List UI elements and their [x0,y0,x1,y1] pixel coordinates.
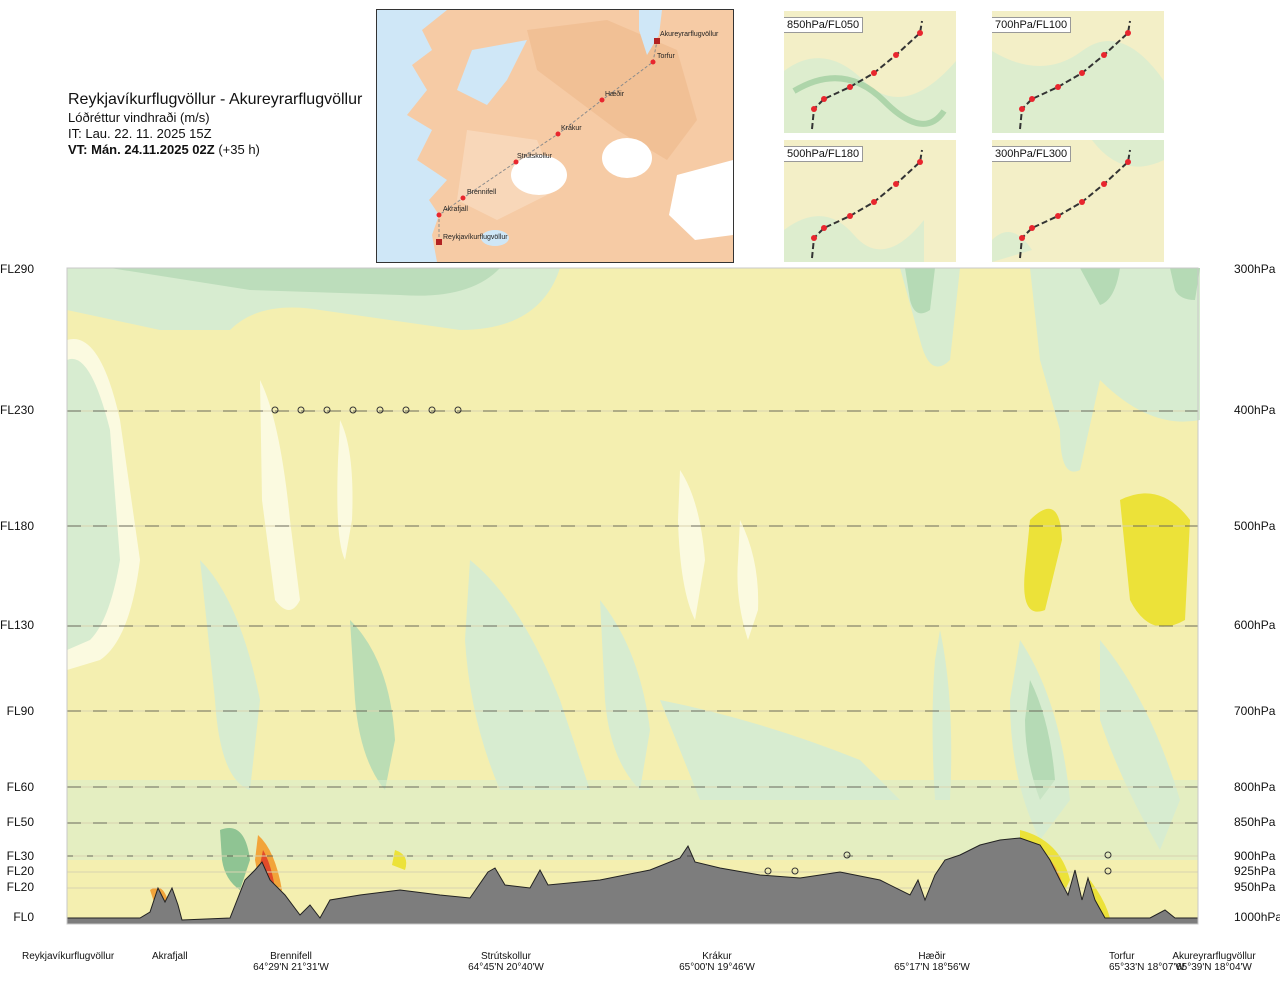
lake [481,230,509,246]
bay [457,40,527,105]
station-coord: 65°17'N 18°56'W [894,962,970,973]
cross-section-panel: FL290 FL230 FL180 FL130 FL90 FL60 FL50 F… [0,240,1280,930]
level-right-300hpa: 300hPa [1234,262,1276,276]
waypoint-label-haedir: Hæðir [605,90,625,98]
waypoint-akureyrarflugvollur-marker [654,38,660,44]
station-name: Reykjavíkurflugvöllur [22,951,115,962]
level-right-600hpa: 600hPa [1234,618,1276,632]
valid-time-offset: (+35 h) [218,142,260,157]
calm-wind-markers [271,406,1112,875]
waypoint-label-reykjavikurflugvollur: Reykjavíkurflugvöllur [443,234,508,241]
station-torfur: Torfur 65°33'N 18°07'W [1109,951,1185,973]
station-name: Brennifell [270,951,312,962]
station-krakur: Krákur 65°00'N 19°46'W [677,951,757,973]
waypoint-reykjavikurflugvollur-marker [436,239,442,245]
cross-section-svg [66,267,1200,925]
valid-time: VT: Mán. 24.11.2025 02Z (+35 h) [68,142,378,158]
thumbnail-label-300: 300hPa/FL300 [992,146,1072,162]
terrain-profile [66,837,1199,925]
level-left-fl20a: FL20 [6,864,34,878]
glacier-vatnajokull [669,160,733,240]
waypoint-label-brennifell: Brennifell [467,189,497,196]
level-right-925hpa: 925hPa [1234,864,1276,878]
station-name: Akureyrarflugvöllur [1172,951,1256,962]
thumbnail-label-850: 850hPa/FL050 [784,17,864,33]
fjord [639,10,662,55]
waypoint-label-strutskollur: Strútskollur [517,153,553,160]
cross-section-frame [66,267,1199,925]
level-right-700hpa: 700hPa [1234,704,1276,718]
station-reykjavikurflugvollur: Reykjavíkurflugvöllur [22,951,114,962]
station-strutskollur: Strútskollur 64°45'N 20°40'W [461,951,551,973]
station-haedir: Hæðir 65°17'N 18°56'W [892,951,972,973]
level-right-800hpa: 800hPa [1234,780,1276,794]
glacier-hofsjokull [602,138,652,178]
level-right-850hpa: 850hPa [1234,815,1276,829]
level-left-fl180: FL180 [0,519,35,533]
thumbnail-700hpa[interactable]: 700hPa/FL100 [992,11,1164,133]
level-left-fl290: FL290 [0,262,35,276]
land-highlight [457,130,557,220]
waypoint-krakur-marker [555,131,561,137]
station-coord: 64°29'N 21°31'W [253,962,329,973]
route-title: Reykjavíkurflugvöllur - Akureyrarflugvöl… [68,91,363,108]
issue-time: IT: Lau. 22. 11. 2025 15Z [68,126,212,141]
route-map: Akureyrarflugvöllur Torfur Hæðir Krákur … [376,9,734,263]
station-akrafjall: Akrafjall [152,951,188,962]
waypoint-brennifell-marker [460,195,466,201]
level-left-fl50: FL50 [6,815,34,829]
waypoint-label-akrafjall: Akrafjall [443,206,468,213]
waypoint-label-torfur: Torfur [657,53,676,60]
level-left-fl0: FL0 [13,910,34,924]
thumbnail-label-700: 700hPa/FL100 [992,17,1072,33]
level-left-fl30: FL30 [6,849,34,863]
thumbnail-850hpa[interactable]: 850hPa/FL050 [784,11,956,133]
waypoint-label-krakur: Krákur [561,125,582,132]
station-akureyrarflugvollur: Akureyrarflugvöllur 65°39'N 18°04'W [1158,951,1270,973]
level-right-500hpa: 500hPa [1234,519,1276,533]
level-left-fl90: FL90 [6,704,34,718]
level-left-fl20b: FL20 [6,880,34,894]
station-name: Strútskollur [480,951,531,962]
glacier-langjokull [511,155,567,195]
route-map-svg: Akureyrarflugvöllur Torfur Hæðir Krákur … [407,10,733,262]
level-right-1000hpa: 1000hPa [1234,910,1280,924]
station-name: Krákur [702,951,732,962]
thumbnail-300hpa[interactable]: 300hPa/FL300 [992,140,1164,262]
waypoint-torfur-marker [650,59,656,65]
title-block: Reykjavíkurflugvöllur - Akureyrarflugvöl… [68,90,378,158]
station-name: Akrafjall [152,951,188,962]
level-left-fl60: FL60 [6,780,34,794]
level-right-950hpa: 950hPa [1234,880,1276,894]
level-left-fl230: FL230 [0,403,35,417]
route-line [438,40,658,242]
level-left-fl130: FL130 [0,618,35,632]
parameter-label: Lóðréttur vindhraði (m/s) [68,110,210,125]
station-name: Torfur [1109,951,1135,962]
station-coord: 64°45'N 20°40'W [468,962,544,973]
waypoint-akrafjall-marker [436,212,442,218]
waypoint-strutskollur-marker [513,159,519,165]
vertical-wind-fields [67,268,1200,920]
level-right-900hpa: 900hPa [1234,849,1276,863]
waypoint-label-akureyrarflugvollur: Akureyrarflugvöllur [660,31,719,38]
station-name: Hæðir [918,951,946,962]
station-brennifell: Brennifell 64°29'N 21°31'W [246,951,336,973]
thumbnail-label-500: 500hPa/FL180 [784,146,864,162]
waypoint-haedir-marker [599,97,605,103]
valid-time-bold: VT: Mán. 24.11.2025 02Z [68,142,215,157]
station-coord: 65°39'N 18°04'W [1176,962,1252,973]
level-right-400hpa: 400hPa [1234,403,1276,417]
thumbnail-500hpa[interactable]: 500hPa/FL180 [784,140,956,262]
station-coord: 65°00'N 19°46'W [679,962,755,973]
station-coord: 65°33'N 18°07'W [1109,962,1185,973]
